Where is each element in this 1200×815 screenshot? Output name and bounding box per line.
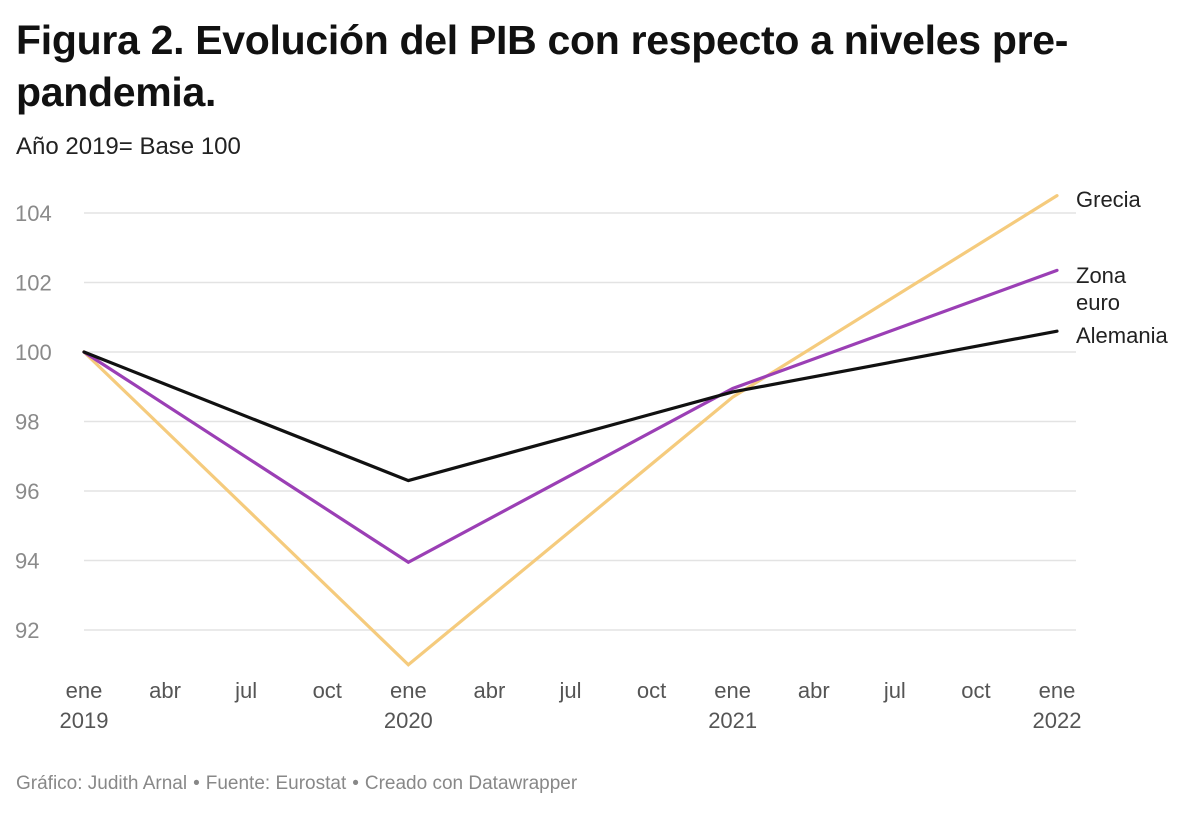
x-tick-label: ene xyxy=(66,678,103,703)
footer-separator: • xyxy=(193,773,200,794)
y-tick-label: 98 xyxy=(15,410,39,435)
chart-subtitle: Año 2019= Base 100 xyxy=(16,133,241,160)
line-chart: 92 94 96 98 100 102 104 ene 2019 abr jul oct ene 202… xyxy=(15,187,1168,733)
gridlines xyxy=(84,212,1076,631)
footer-tool: Creado con Datawrapper xyxy=(364,773,578,794)
x-tick-year-label: 2021 xyxy=(708,708,757,733)
x-tick-label: ene xyxy=(714,678,751,703)
x-tick-label: jul xyxy=(234,678,257,703)
x-tick-year-label: 2022 xyxy=(1033,708,1082,733)
chart-title: Figura 2. Evolución del PIB con respecto… xyxy=(16,17,1069,115)
footer-source: Fuente: Eurostat xyxy=(205,773,347,794)
footer-separator: • xyxy=(352,773,359,794)
y-tick-label: 92 xyxy=(15,618,39,643)
x-tick-label: abr xyxy=(474,678,506,703)
series-label-alemania: Alemania xyxy=(1076,323,1168,348)
y-tick-label: 102 xyxy=(15,271,52,296)
x-tick-label: ene xyxy=(1039,678,1076,703)
y-tick-label: 104 xyxy=(15,201,52,226)
x-tick-label: oct xyxy=(637,678,666,703)
series-line-alemania xyxy=(82,329,1059,483)
x-tick-label: abr xyxy=(149,678,181,703)
y-tick-label: 100 xyxy=(15,340,52,365)
y-tick-label: 94 xyxy=(15,549,39,574)
series-line-grecia xyxy=(82,194,1059,667)
x-tick-year-label: 2020 xyxy=(384,708,433,733)
x-tick-year-label: 2019 xyxy=(60,708,109,733)
footer-credit: Gráfico: Judith Arnal xyxy=(16,773,188,794)
x-tick-label: oct xyxy=(961,678,990,703)
x-tick-label: jul xyxy=(883,678,906,703)
series-label-zona-euro: Zona xyxy=(1076,263,1127,288)
x-tick-label: oct xyxy=(313,678,342,703)
x-tick-label: abr xyxy=(798,678,830,703)
x-axis-ticks: ene 2019 abr jul oct ene 2020 abr jul oct ene 2021 a… xyxy=(60,678,1082,733)
series-label-zona-euro: euro xyxy=(1076,290,1120,315)
x-tick-label: jul xyxy=(558,678,581,703)
y-tick-label: 96 xyxy=(15,479,39,504)
series-lines xyxy=(82,194,1059,667)
series-label-grecia: Grecia xyxy=(1076,187,1142,212)
x-tick-label: ene xyxy=(390,678,427,703)
series-line-zona-euro xyxy=(82,268,1059,565)
chart-footer: Gráfico: Judith Arnal • Fuente: Eurostat • C… xyxy=(16,772,577,796)
y-axis-ticks: 92 94 96 98 100 102 104 xyxy=(15,201,52,643)
